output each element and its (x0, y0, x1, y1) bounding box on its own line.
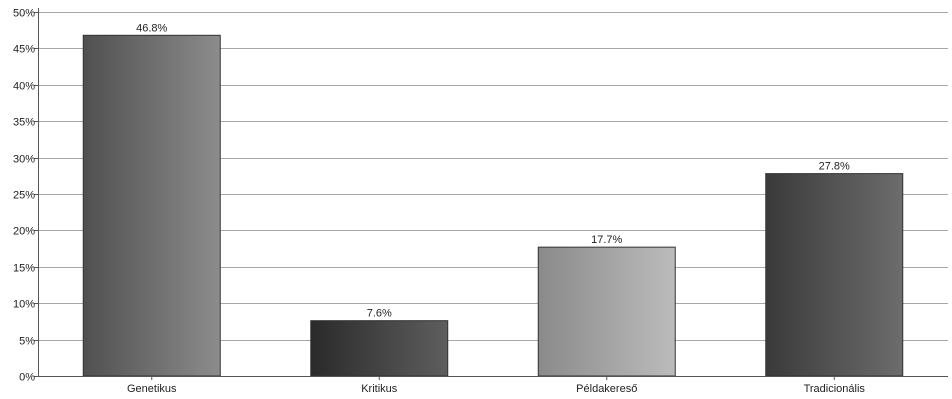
x-tick-label: Kritikus (361, 383, 398, 395)
y-tick-label: 40% (13, 81, 35, 93)
x-tick-label: Genetikus (127, 383, 177, 395)
bar-példakereső (537, 246, 676, 377)
y-tick-label: 0% (19, 372, 35, 384)
y-axis: 0% 5% 10% 15% 20% 25% 30% 35% 40% 45% 50% (13, 8, 39, 384)
bars: 46.8% 7.6% 17.7% 27.8% (82, 22, 904, 377)
x-tick-label: Példakereső (576, 383, 637, 395)
bar-tradicionális (765, 173, 904, 377)
y-tick-label: 30% (13, 154, 35, 166)
data-label: 7.6% (367, 308, 392, 320)
y-tick-label: 15% (13, 263, 35, 275)
data-label: 17.7% (591, 234, 622, 246)
y-tick-label: 50% (13, 8, 35, 20)
y-tick-label: 35% (13, 117, 35, 129)
x-axis: Genetikus Kritikus Példakereső Tradicionáli… (38, 376, 948, 395)
data-label: 27.8% (819, 161, 850, 173)
y-tick-label: 20% (13, 226, 35, 238)
y-tick-label: 5% (19, 336, 35, 348)
y-tick-label: 45% (13, 44, 35, 56)
y-tick-label: 25% (13, 190, 35, 202)
bar-kritikus (310, 320, 449, 377)
bar-genetikus (82, 34, 221, 377)
x-tick-label: Tradicionális (804, 383, 866, 395)
data-label: 46.8% (136, 22, 167, 34)
y-tick-label: 10% (13, 299, 35, 311)
